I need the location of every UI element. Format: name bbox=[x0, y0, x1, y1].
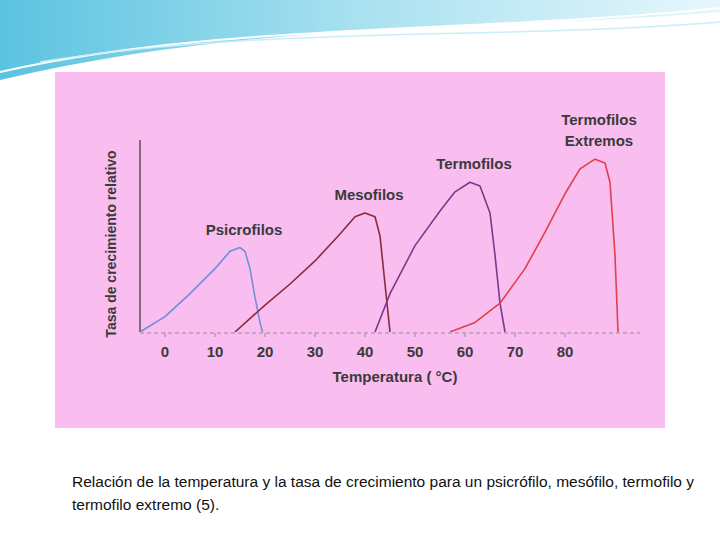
x-tick bbox=[565, 333, 566, 337]
x-tick bbox=[365, 333, 366, 337]
series-label-line: Termofilos bbox=[561, 111, 637, 128]
x-axis-title: Temperatura ( °C) bbox=[333, 368, 458, 385]
header-line bbox=[0, 8, 720, 72]
x-tick-label: 70 bbox=[507, 343, 524, 360]
x-tick-label: 30 bbox=[307, 343, 324, 360]
series-line bbox=[450, 159, 618, 332]
series-label-line: Psicrofilos bbox=[206, 221, 283, 238]
slide: 0 10 20 30 40 50 60 70 80 Temperatura ( °C) Tasa d… bbox=[0, 0, 720, 540]
x-tick-label: 0 bbox=[161, 343, 169, 360]
x-tick-label: 40 bbox=[357, 343, 374, 360]
chart-panel bbox=[55, 72, 665, 428]
x-tick bbox=[515, 333, 516, 337]
y-axis-title: Tasa de crecimiento relativo bbox=[103, 150, 119, 337]
x-tick-label: 80 bbox=[557, 343, 574, 360]
x-tick bbox=[415, 333, 416, 337]
plot-area bbox=[140, 159, 618, 332]
x-tick-label: 10 bbox=[207, 343, 224, 360]
header-swoosh bbox=[0, 0, 720, 80]
x-tick bbox=[465, 333, 466, 337]
series-label-line: Extremos bbox=[565, 132, 633, 149]
series-label-line: Termofilos bbox=[436, 155, 512, 172]
x-tick bbox=[265, 333, 266, 337]
series-label-line: Mesofilos bbox=[334, 186, 403, 203]
x-tick-label: 50 bbox=[407, 343, 424, 360]
series-label: Termofilos Extremos bbox=[561, 111, 637, 149]
series-label: Psicrofilos bbox=[206, 221, 283, 238]
x-tick-label: 20 bbox=[257, 343, 274, 360]
x-tick bbox=[315, 333, 316, 337]
series-label: Termofilos bbox=[436, 155, 512, 172]
series-line bbox=[140, 248, 263, 332]
x-tick-label: 60 bbox=[457, 343, 474, 360]
x-tick bbox=[215, 333, 216, 337]
series-label: Mesofilos bbox=[334, 186, 403, 203]
series-line bbox=[375, 182, 505, 332]
x-tick bbox=[165, 333, 166, 337]
caption: Relación de la temperatura y la tasa de … bbox=[72, 470, 702, 516]
y-axis bbox=[139, 140, 141, 332]
header-line bbox=[40, 22, 720, 62]
